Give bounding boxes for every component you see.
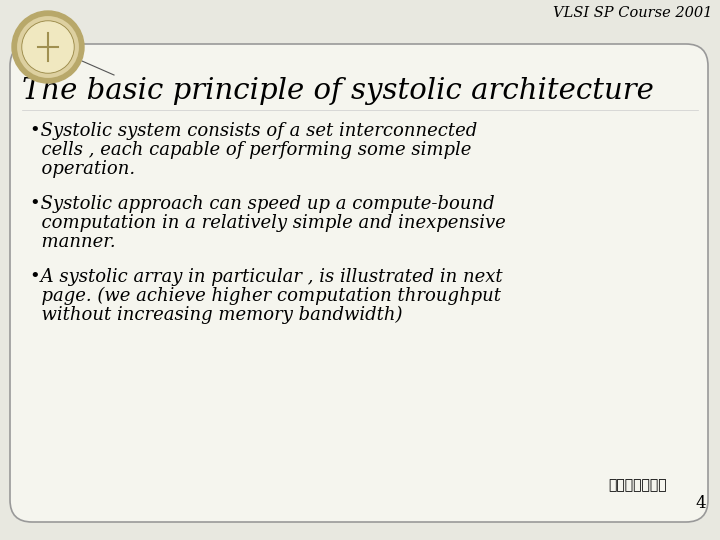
FancyBboxPatch shape <box>10 44 708 522</box>
Text: page. (we achieve higher computation throughput: page. (we achieve higher computation thr… <box>30 287 501 305</box>
Text: 4: 4 <box>696 495 706 512</box>
Text: •Systolic approach can speed up a compute-bound: •Systolic approach can speed up a comput… <box>30 195 495 213</box>
Text: operation.: operation. <box>30 160 135 178</box>
Text: •A systolic array in particular , is illustrated in next: •A systolic array in particular , is ill… <box>30 268 503 286</box>
Text: •Systolic system consists of a set interconnected: •Systolic system consists of a set inter… <box>30 122 477 140</box>
Circle shape <box>17 16 79 78</box>
Text: manner.: manner. <box>30 233 116 251</box>
Text: without increasing memory bandwidth): without increasing memory bandwidth) <box>30 306 402 324</box>
Text: cells , each capable of performing some simple: cells , each capable of performing some … <box>30 141 472 159</box>
Text: computation in a relatively simple and inexpensive: computation in a relatively simple and i… <box>30 214 505 232</box>
Circle shape <box>23 22 73 72</box>
Text: VLSI SP Course 2001: VLSI SP Course 2001 <box>553 6 712 20</box>
Text: The basic principle of systolic architecture: The basic principle of systolic architec… <box>22 77 654 105</box>
Text: 台大電機系安學: 台大電機系安學 <box>608 478 667 492</box>
Circle shape <box>12 11 84 83</box>
